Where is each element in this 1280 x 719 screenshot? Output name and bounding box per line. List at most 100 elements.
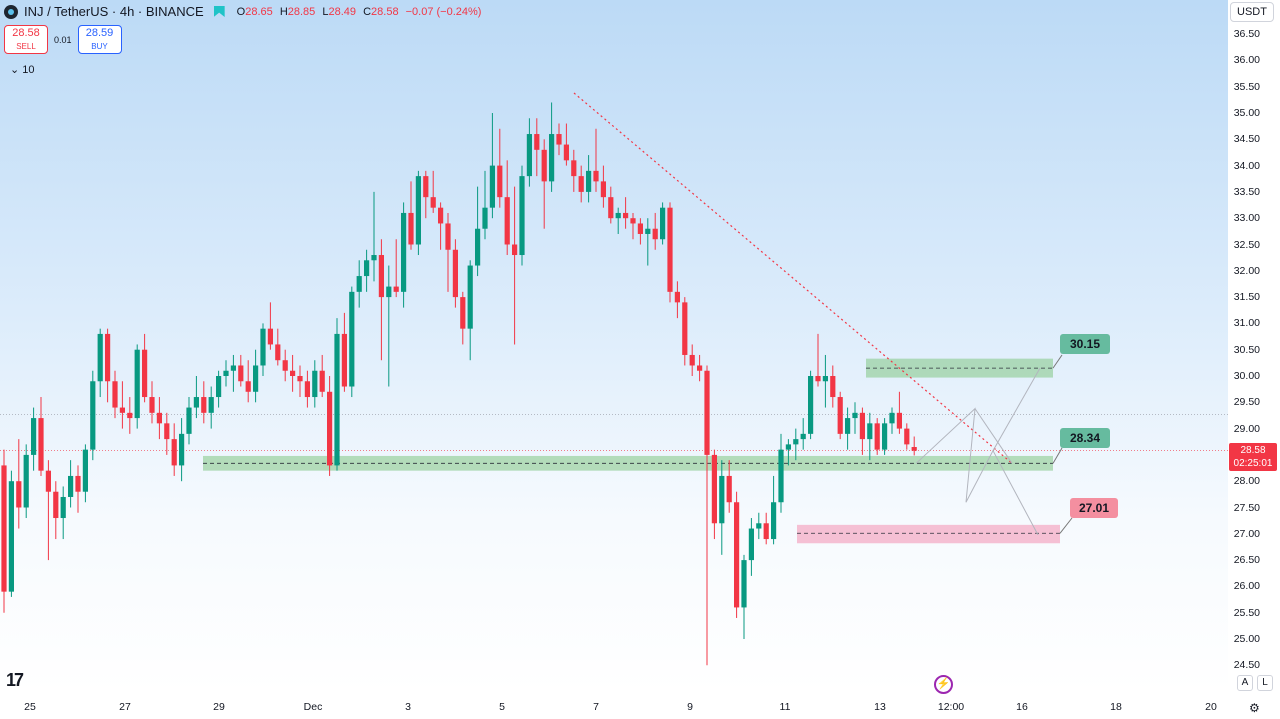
time-tick-label: 20 bbox=[1205, 701, 1217, 713]
candle-body bbox=[637, 223, 643, 234]
candle-body bbox=[689, 354, 695, 366]
candle-body bbox=[179, 433, 185, 466]
candle-body bbox=[896, 412, 902, 429]
lightning-icon[interactable]: ⚡ bbox=[934, 675, 953, 694]
candle-body bbox=[82, 449, 88, 492]
candle-body bbox=[837, 397, 843, 434]
price-tick-label: 27.50 bbox=[1233, 501, 1260, 514]
market-flag-icon bbox=[213, 6, 225, 17]
candle-body bbox=[586, 170, 592, 192]
price-tick-label: 36.00 bbox=[1233, 54, 1260, 67]
price-tick-label: 29.00 bbox=[1233, 422, 1260, 435]
candle-body bbox=[852, 412, 858, 419]
candle-body bbox=[667, 207, 673, 292]
candle-body bbox=[364, 260, 370, 277]
candle-body bbox=[615, 212, 621, 219]
price-tick-label: 25.50 bbox=[1233, 606, 1260, 619]
candle-body bbox=[630, 218, 636, 224]
candle-body bbox=[415, 176, 421, 245]
candle-body bbox=[297, 376, 303, 382]
candle-body bbox=[815, 376, 821, 382]
candle-body bbox=[534, 134, 540, 150]
candle-body bbox=[8, 481, 14, 592]
candle-body bbox=[371, 255, 377, 261]
candle-body bbox=[652, 228, 658, 240]
price-tick-label: 31.00 bbox=[1233, 317, 1260, 330]
level-tag-connector bbox=[1052, 447, 1063, 464]
projection-path-branch bbox=[992, 367, 1041, 451]
level-tag-30-15[interactable]: 30.15 bbox=[1060, 334, 1110, 354]
time-tick-label: 27 bbox=[119, 701, 131, 713]
candle-body bbox=[201, 397, 207, 413]
price-tick-label: 33.50 bbox=[1233, 185, 1260, 198]
candle-body bbox=[504, 197, 510, 245]
time-tick-label: Dec bbox=[303, 701, 323, 713]
candle-body bbox=[378, 255, 384, 298]
candle-body bbox=[889, 412, 895, 424]
level-tag-27-01[interactable]: 27.01 bbox=[1070, 498, 1118, 518]
gear-icon[interactable]: ⚙ bbox=[1249, 701, 1260, 715]
auto-scale-button[interactable]: A bbox=[1237, 675, 1253, 691]
candle-body bbox=[763, 523, 769, 540]
candle-body bbox=[393, 286, 399, 292]
candle-body bbox=[726, 475, 732, 503]
candle-body bbox=[171, 439, 177, 466]
candle-body bbox=[785, 444, 791, 450]
candle-body bbox=[1, 465, 7, 592]
sell-button[interactable]: 28.58 SELL bbox=[4, 25, 48, 54]
candle-body bbox=[645, 228, 651, 234]
ohlc-values: O28.65 H28.85 L28.49 C28.58 −0.07 (−0.24… bbox=[236, 5, 482, 18]
symbol-title[interactable]: INJ / TetherUS · 4h · BINANCE bbox=[24, 4, 204, 19]
candle-body bbox=[386, 286, 392, 298]
time-tick-label: 16 bbox=[1016, 701, 1028, 713]
level-tag-28-34[interactable]: 28.34 bbox=[1060, 428, 1110, 448]
candle-body bbox=[512, 244, 518, 256]
candle-body bbox=[578, 176, 584, 192]
price-tick-label: 35.00 bbox=[1233, 107, 1260, 119]
log-scale-button[interactable]: L bbox=[1257, 675, 1273, 691]
candle-body bbox=[275, 344, 281, 361]
candle-body bbox=[267, 328, 273, 345]
tradingview-logo[interactable]: 17 bbox=[6, 670, 24, 690]
candle-body bbox=[438, 207, 444, 224]
candle-body bbox=[771, 502, 777, 540]
time-tick-label: 5 bbox=[499, 701, 505, 713]
candle-body bbox=[216, 376, 222, 398]
candle-body bbox=[445, 223, 451, 250]
candle-body bbox=[793, 439, 799, 445]
buy-button[interactable]: 28.59 BUY bbox=[77, 25, 122, 54]
candle-body bbox=[489, 165, 495, 208]
candle-body bbox=[497, 165, 503, 198]
indicator-toggle[interactable]: ⌄ 10 bbox=[10, 63, 35, 76]
price-tick-label: 30.00 bbox=[1233, 370, 1260, 382]
last-price-tag: 28.58 02:25:01 bbox=[1229, 443, 1277, 471]
projection-path bbox=[915, 407, 1039, 536]
candle-body bbox=[230, 365, 236, 371]
candle-body bbox=[460, 297, 466, 329]
candle-body bbox=[800, 433, 806, 440]
candle-body bbox=[186, 407, 192, 434]
candle-body bbox=[304, 381, 310, 398]
level-tag-connector bbox=[1052, 354, 1063, 369]
price-tick-label: 36.50 bbox=[1233, 28, 1260, 41]
candle-body bbox=[134, 349, 140, 419]
candle-body bbox=[341, 333, 347, 387]
candle-body bbox=[874, 423, 880, 450]
candle-body bbox=[467, 265, 473, 329]
candle-body bbox=[423, 176, 429, 198]
candle-body bbox=[748, 528, 754, 561]
candle-body bbox=[822, 376, 828, 382]
currency-selector[interactable]: USDT bbox=[1230, 2, 1274, 22]
candle-body bbox=[334, 333, 340, 466]
candle-body bbox=[408, 212, 414, 245]
price-tick-label: 29.50 bbox=[1233, 396, 1260, 409]
price-tick-label: 34.50 bbox=[1233, 133, 1260, 146]
downtrend-line bbox=[573, 92, 1013, 464]
candle-body bbox=[541, 149, 547, 182]
indicator-count: 10 bbox=[22, 64, 35, 76]
candle-body bbox=[563, 144, 569, 161]
candle-body bbox=[859, 412, 865, 440]
candle-body bbox=[756, 523, 762, 529]
level-zone bbox=[797, 524, 1060, 544]
